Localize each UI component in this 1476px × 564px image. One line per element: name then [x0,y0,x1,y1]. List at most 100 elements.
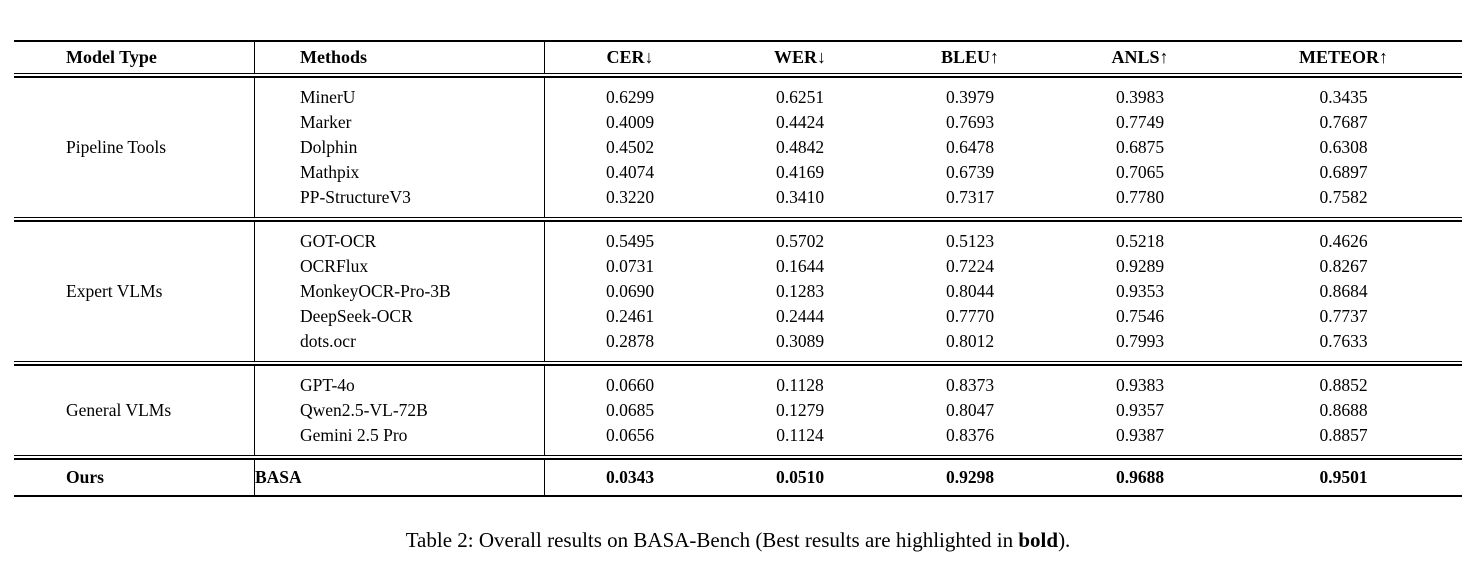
group-divider [14,217,1462,222]
metric-value-cell: 0.5702 [775,231,825,251]
metric-value-cell: 0.8267 [1319,256,1368,276]
group-divider [14,361,1462,366]
metric-value-cell: 0.9289 [1115,256,1165,276]
metric-value-cell: 0.8376 [945,425,995,445]
column-header-anls: ANLS↑ [1111,47,1169,67]
method-cell: Mathpix [300,162,360,182]
metric-value-cell: 0.0690 [605,281,655,301]
metric-value-cell: 0.8047 [945,400,995,420]
cer-column: 0.5495 0.0731 0.0690 0.2461 0.2878 [545,222,715,361]
results-table: Model Type Methods CER↓ WER↓ BLEU↑ ANLS↑… [14,40,1462,497]
metric-value-cell: 0.6897 [1319,162,1368,182]
metric-value-cell: 0.6299 [605,87,655,107]
method-cell: BASA [255,467,302,487]
method-cell: DeepSeek-OCR [300,306,413,326]
metric-value-cell: 0.3089 [775,331,825,351]
wer-column: 0.6251 0.4424 0.4842 0.4169 0.3410 [715,78,885,217]
column-header-methods: Methods [255,42,545,73]
metric-value-cell: 0.0510 [775,467,825,487]
metric-value-cell: 0.1279 [775,400,825,420]
wer-column: 0.5702 0.1644 0.1283 0.2444 0.3089 [715,222,885,361]
column-header-wer: WER↓ [773,47,826,67]
column-header-bleu: BLEU↑ [940,47,1000,67]
caption-text: Table 2: Overall results on BASA-Bench (… [405,528,1019,552]
caption-bold-word: bold [1018,528,1059,552]
header-divider [14,73,1462,78]
metric-value-cell: 0.4424 [775,112,825,132]
metric-value-cell: 0.7633 [1319,331,1368,351]
table-bottom-rule [14,495,1462,497]
metric-value-cell: 0.6478 [945,137,995,157]
method-cell: PP-StructureV3 [300,187,411,207]
metric-value-cell: 0.8857 [1319,425,1368,445]
metric-value-cell: 0.3979 [945,87,995,107]
method-cell: OCRFlux [300,256,369,276]
metric-value-cell: 0.5218 [1115,231,1165,251]
metric-value-cell: 0.5495 [605,231,655,251]
method-cell: MinerU [300,87,356,107]
metric-value-cell: 0.7737 [1319,306,1368,326]
metric-value-cell: 0.8373 [945,375,995,395]
metric-value-cell: 0.4074 [605,162,655,182]
metric-value-cell: 0.7693 [945,112,995,132]
method-cell: Dolphin [300,137,358,157]
metric-value-cell: 0.6251 [775,87,825,107]
meteor-column: 0.9501 [1225,460,1462,495]
metric-value-cell: 0.9387 [1115,425,1165,445]
group-general-vlms: General VLMs GPT-4o Qwen2.5-VL-72B Gemin… [14,366,1462,455]
metric-value-cell: 0.3983 [1115,87,1165,107]
metric-value-cell: 0.2444 [775,306,825,326]
cer-column: 0.6299 0.4009 0.4502 0.4074 0.3220 [545,78,715,217]
metric-value-cell: 0.4502 [605,137,655,157]
anls-column: 0.3983 0.7749 0.6875 0.7065 0.7780 [1055,78,1225,217]
bleu-column: 0.5123 0.7224 0.8044 0.7770 0.8012 [885,222,1055,361]
metric-value-cell: 0.1124 [776,425,824,445]
method-cell: GPT-4o [300,375,355,395]
metric-value-cell: 0.7317 [945,187,995,207]
metric-value-cell: 0.4009 [605,112,655,132]
metric-value-cell: 0.8044 [945,281,995,301]
method-cell: dots.ocr [300,331,356,351]
anls-column: 0.9688 [1055,460,1225,495]
metric-value-cell: 0.9298 [945,467,995,487]
column-header-meteor: METEOR↑ [1298,47,1388,67]
metric-value-cell: 0.0731 [605,256,655,276]
metric-value-cell: 0.6739 [945,162,995,182]
metric-value-cell: 0.6308 [1319,137,1368,157]
metric-value-cell: 0.7770 [945,306,995,326]
anls-column: 0.9383 0.9357 0.9387 [1055,366,1225,455]
metric-value-cell: 0.0660 [605,375,655,395]
caption-suffix: ). [1058,528,1071,552]
metric-value-cell: 0.7065 [1115,162,1165,182]
meteor-column: 0.8852 0.8688 0.8857 [1225,366,1462,455]
metric-value-cell: 0.9501 [1319,467,1368,487]
methods-column: GPT-4o Qwen2.5-VL-72B Gemini 2.5 Pro [255,366,545,455]
metric-value-cell: 0.2878 [605,331,655,351]
metric-value-cell: 0.3220 [605,187,655,207]
metric-value-cell: 0.7993 [1115,331,1165,351]
metric-value-cell: 0.4626 [1319,231,1368,251]
model-type-cell: General VLMs [14,366,255,455]
bleu-column: 0.9298 [885,460,1055,495]
model-type-cell: Pipeline Tools [14,78,255,217]
meteor-column: 0.4626 0.8267 0.8684 0.7737 0.7633 [1225,222,1462,361]
metric-value-cell: 0.3410 [775,187,825,207]
metric-value-cell: 0.7749 [1115,112,1165,132]
metric-value-cell: 0.7582 [1319,187,1368,207]
anls-column: 0.5218 0.9289 0.9353 0.7546 0.7993 [1055,222,1225,361]
meteor-column: 0.3435 0.7687 0.6308 0.6897 0.7582 [1225,78,1462,217]
metric-value-cell: 0.7224 [945,256,995,276]
group-divider [14,455,1462,460]
metric-value-cell: 0.7546 [1115,306,1165,326]
metric-value-cell: 0.7780 [1115,187,1165,207]
metric-value-cell: 0.9383 [1115,375,1165,395]
metric-value-cell: 0.7687 [1319,112,1368,132]
bleu-column: 0.3979 0.7693 0.6478 0.6739 0.7317 [885,78,1055,217]
metric-value-cell: 0.2461 [605,306,655,326]
metric-value-cell: 0.1128 [776,375,824,395]
wer-column: 0.1128 0.1279 0.1124 [715,366,885,455]
group-expert-vlms: Expert VLMs GOT-OCR OCRFlux MonkeyOCR-Pr… [14,222,1462,361]
metric-value-cell: 0.0343 [605,467,655,487]
model-type-cell: Expert VLMs [14,222,255,361]
